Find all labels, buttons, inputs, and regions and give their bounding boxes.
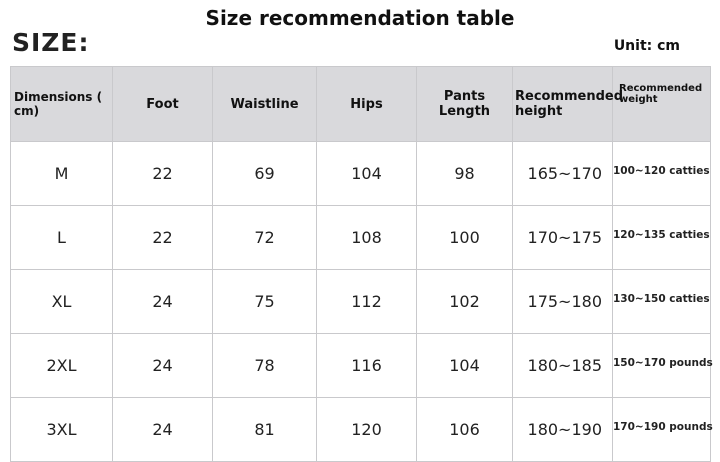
table-row: L 22 72 108 100 170~175 120~135 catties	[10, 205, 711, 270]
cell-height: 180~185	[512, 333, 613, 398]
cell-weight: 150~170 pounds	[612, 333, 713, 398]
cell-foot: 22	[112, 141, 213, 206]
cell-size: L	[10, 205, 113, 270]
cell-size: 2XL	[10, 333, 113, 398]
cell-pants-length: 102	[416, 269, 513, 334]
cell-foot: 24	[112, 333, 213, 398]
cell-size: M	[10, 141, 113, 206]
cell-pants-length: 98	[416, 141, 513, 206]
table-row: M 22 69 104 98 165~170 100~120 catties	[10, 141, 711, 206]
header-row: Dimensions ( cm) Foot Waistline Hips Pan…	[10, 66, 711, 142]
cell-pants-length: 100	[416, 205, 513, 270]
header-hips: Hips	[316, 66, 417, 142]
size-label: SIZE:	[12, 28, 90, 57]
table-row: 2XL 24 78 116 104 180~185 150~170 pounds	[10, 333, 713, 398]
cell-hips: 120	[316, 397, 417, 462]
cell-height: 170~175	[512, 205, 613, 270]
cell-weight: 120~135 catties	[612, 205, 711, 270]
header-pants-length: Pants Length	[416, 66, 513, 142]
cell-height: 165~170	[512, 141, 613, 206]
cell-size: 3XL	[10, 397, 113, 462]
cell-pants-length: 104	[416, 333, 513, 398]
header-waistline: Waistline	[212, 66, 317, 142]
cell-hips: 112	[316, 269, 417, 334]
cell-height: 175~180	[512, 269, 613, 334]
cell-foot: 24	[112, 269, 213, 334]
cell-weight: 130~150 catties	[612, 269, 711, 334]
cell-weight: 170~190 pounds	[612, 397, 713, 462]
header-recommended-weight: Recommended weight	[612, 66, 711, 142]
cell-hips: 108	[316, 205, 417, 270]
size-table: Dimensions ( cm) Foot Waistline Hips Pan…	[10, 66, 713, 462]
cell-weight: 100~120 catties	[612, 141, 711, 206]
unit-label: Unit: cm	[613, 38, 680, 54]
cell-waistline: 75	[212, 269, 317, 334]
cell-height: 180~190	[512, 397, 613, 462]
cell-hips: 116	[316, 333, 417, 398]
cell-waistline: 81	[212, 397, 317, 462]
header-recommended-height: Recommended height	[512, 66, 623, 142]
cell-size: XL	[10, 269, 113, 334]
cell-waistline: 78	[212, 333, 317, 398]
header-foot: Foot	[112, 66, 213, 142]
page-title: Size recommendation table	[205, 6, 515, 30]
cell-foot: 22	[112, 205, 213, 270]
cell-foot: 24	[112, 397, 213, 462]
cell-waistline: 72	[212, 205, 317, 270]
table-row: XL 24 75 112 102 175~180 130~150 catties	[10, 269, 711, 334]
cell-hips: 104	[316, 141, 417, 206]
header-dimensions: Dimensions ( cm)	[10, 66, 113, 142]
table-row: 3XL 24 81 120 106 180~190 170~190 pounds	[10, 397, 713, 462]
cell-pants-length: 106	[416, 397, 513, 462]
cell-waistline: 69	[212, 141, 317, 206]
